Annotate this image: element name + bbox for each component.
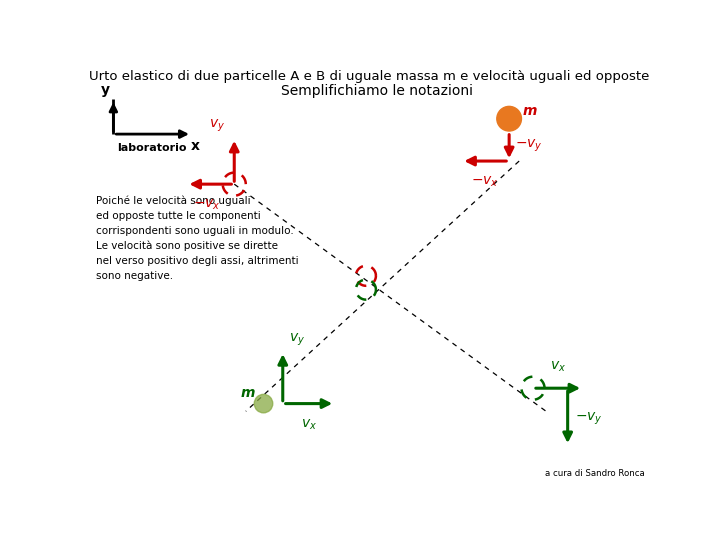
Text: Poiché le velocità sono uguali
ed opposte tutte le componenti
corrispondenti son: Poiché le velocità sono uguali ed oppost… bbox=[96, 195, 299, 281]
Text: Urto elastico di due particelle A e B di uguale massa m e velocità uguali ed opp: Urto elastico di due particelle A e B di… bbox=[89, 70, 649, 83]
Text: a cura di Sandro Ronca: a cura di Sandro Ronca bbox=[545, 469, 644, 478]
Text: y: y bbox=[100, 83, 109, 97]
Text: $-v_y$: $-v_y$ bbox=[516, 138, 543, 154]
Circle shape bbox=[497, 106, 521, 131]
Text: Semplifichiamo le notazioni: Semplifichiamo le notazioni bbox=[281, 84, 473, 98]
Text: $-v_x$: $-v_x$ bbox=[471, 175, 498, 190]
Text: laboratorio: laboratorio bbox=[117, 143, 186, 153]
Text: $v_x$: $v_x$ bbox=[549, 360, 566, 374]
Text: $-v_x$: $-v_x$ bbox=[194, 198, 221, 212]
Text: $-v_y$: $-v_y$ bbox=[575, 411, 603, 427]
Text: x: x bbox=[191, 139, 199, 153]
Circle shape bbox=[254, 394, 273, 413]
Text: $v_y$: $v_y$ bbox=[209, 118, 225, 134]
Text: m: m bbox=[523, 104, 538, 118]
Text: m: m bbox=[240, 386, 255, 400]
Text: $v_x$: $v_x$ bbox=[301, 417, 317, 432]
Text: $v_y$: $v_y$ bbox=[289, 332, 305, 348]
